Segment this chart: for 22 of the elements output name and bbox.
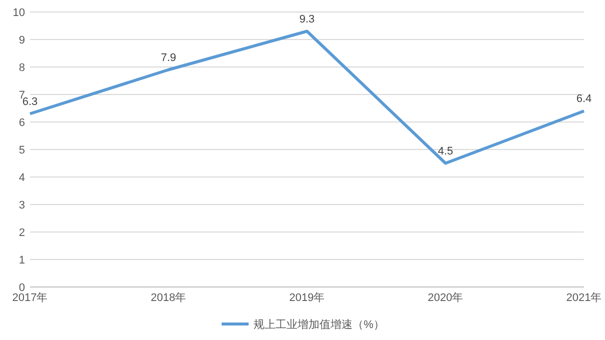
x-tick-label: 2020年	[428, 292, 464, 304]
y-tick-label: 9	[18, 34, 25, 46]
y-tick-label: 0	[18, 282, 25, 294]
legend: 规上工业增加值增速（%）	[222, 319, 384, 331]
y-tick-label: 2	[18, 227, 25, 239]
y-tick-label: 10	[12, 7, 25, 19]
x-tick-label: 2018年	[150, 292, 186, 304]
data-label: 6.4	[576, 93, 592, 105]
legend-label: 规上工业增加值增速（%）	[254, 318, 384, 331]
x-tick-label: 2017年	[12, 292, 48, 304]
x-tick-label: 2019年	[289, 292, 325, 304]
data-label: 6.3	[22, 96, 38, 108]
x-tick-label: 2021年	[566, 292, 602, 304]
data-label: 7.9	[160, 52, 176, 64]
y-tick-label: 5	[18, 144, 25, 156]
data-label: 9.3	[299, 13, 315, 26]
y-tick-label: 3	[18, 200, 25, 212]
y-tick-label: 6	[18, 117, 25, 129]
y-tick-label: 4	[18, 172, 25, 184]
y-tick-label: 8	[18, 62, 25, 74]
data-label: 4.5	[438, 145, 454, 158]
y-tick-label: 1	[18, 254, 25, 266]
